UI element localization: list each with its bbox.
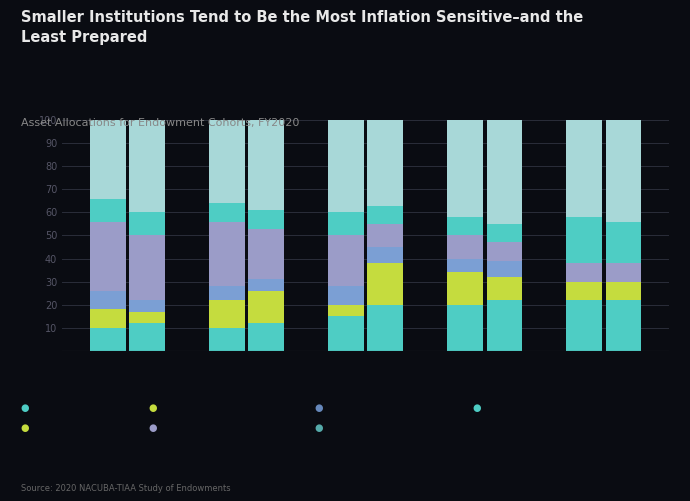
Text: ●: ●: [21, 403, 29, 413]
Bar: [90, 198, 126, 221]
Bar: [90, 221, 126, 291]
Bar: [248, 279, 284, 291]
Bar: [606, 221, 641, 263]
Bar: [328, 316, 364, 351]
Bar: [129, 312, 165, 323]
Bar: [248, 323, 284, 351]
Bar: [486, 120, 522, 224]
Bar: [248, 210, 284, 228]
Text: ●: ●: [148, 403, 157, 413]
Bar: [368, 120, 403, 205]
Bar: [606, 263, 641, 282]
Bar: [328, 305, 364, 316]
Bar: [209, 203, 245, 221]
Bar: [606, 120, 641, 221]
Bar: [447, 305, 483, 351]
Bar: [328, 286, 364, 305]
Bar: [328, 235, 364, 286]
Bar: [486, 300, 522, 351]
Bar: [129, 235, 165, 300]
Bar: [368, 205, 403, 224]
Bar: [209, 221, 245, 286]
Text: Smaller Institutions Tend to Be the Most Inflation Sensitive–and the
Least Prepa: Smaller Institutions Tend to Be the Most…: [21, 10, 583, 45]
Bar: [447, 217, 483, 235]
Bar: [368, 224, 403, 247]
Bar: [129, 323, 165, 351]
Text: ●: ●: [314, 403, 322, 413]
Text: Asset Allocations for Endowment Cohorts, FY2020: Asset Allocations for Endowment Cohorts,…: [21, 118, 299, 128]
Bar: [129, 120, 165, 212]
Bar: [606, 300, 641, 351]
Bar: [566, 300, 602, 351]
Bar: [209, 120, 245, 203]
Bar: [248, 291, 284, 323]
Bar: [209, 286, 245, 300]
Bar: [486, 242, 522, 261]
Bar: [368, 263, 403, 305]
Bar: [328, 212, 364, 235]
Bar: [328, 120, 364, 212]
Bar: [447, 120, 483, 217]
Bar: [209, 300, 245, 328]
Bar: [90, 291, 126, 309]
Bar: [90, 309, 126, 328]
Bar: [486, 224, 522, 242]
Bar: [447, 273, 483, 305]
Bar: [129, 212, 165, 235]
Bar: [129, 300, 165, 312]
Bar: [447, 259, 483, 273]
Bar: [486, 277, 522, 300]
Bar: [90, 120, 126, 198]
Bar: [486, 261, 522, 277]
Text: ●: ●: [314, 423, 322, 433]
Bar: [368, 247, 403, 263]
Bar: [90, 328, 126, 351]
Bar: [566, 120, 602, 217]
Bar: [248, 228, 284, 279]
Text: ●: ●: [473, 403, 481, 413]
Bar: [566, 217, 602, 263]
Bar: [566, 263, 602, 282]
Bar: [248, 120, 284, 210]
Bar: [447, 235, 483, 259]
Bar: [606, 282, 641, 300]
Text: ●: ●: [148, 423, 157, 433]
Bar: [209, 328, 245, 351]
Text: Source: 2020 NACUBA-TIAA Study of Endowments: Source: 2020 NACUBA-TIAA Study of Endowm…: [21, 484, 230, 493]
Bar: [368, 305, 403, 351]
Text: ●: ●: [21, 423, 29, 433]
Bar: [566, 282, 602, 300]
